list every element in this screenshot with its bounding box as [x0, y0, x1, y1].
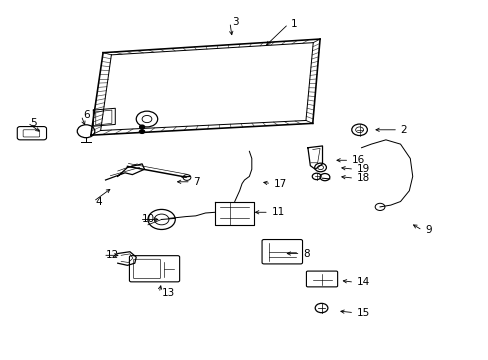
Text: 5: 5 — [30, 118, 37, 128]
Text: 15: 15 — [356, 308, 369, 318]
Text: 3: 3 — [232, 17, 239, 27]
Circle shape — [140, 125, 144, 129]
Text: 9: 9 — [424, 225, 430, 235]
Text: 16: 16 — [351, 155, 364, 165]
Text: 10: 10 — [142, 215, 155, 224]
Text: 6: 6 — [83, 111, 90, 121]
Text: 8: 8 — [303, 248, 309, 258]
Text: 2: 2 — [400, 125, 407, 135]
Text: 13: 13 — [161, 288, 175, 298]
Text: 7: 7 — [193, 177, 200, 187]
Text: 12: 12 — [105, 250, 119, 260]
Text: 18: 18 — [356, 173, 369, 183]
Text: 4: 4 — [96, 197, 102, 207]
Text: 17: 17 — [273, 179, 286, 189]
Text: 14: 14 — [356, 277, 369, 287]
Circle shape — [140, 130, 144, 134]
Text: 11: 11 — [271, 207, 284, 217]
Text: 19: 19 — [356, 164, 369, 174]
Text: 1: 1 — [290, 19, 297, 29]
